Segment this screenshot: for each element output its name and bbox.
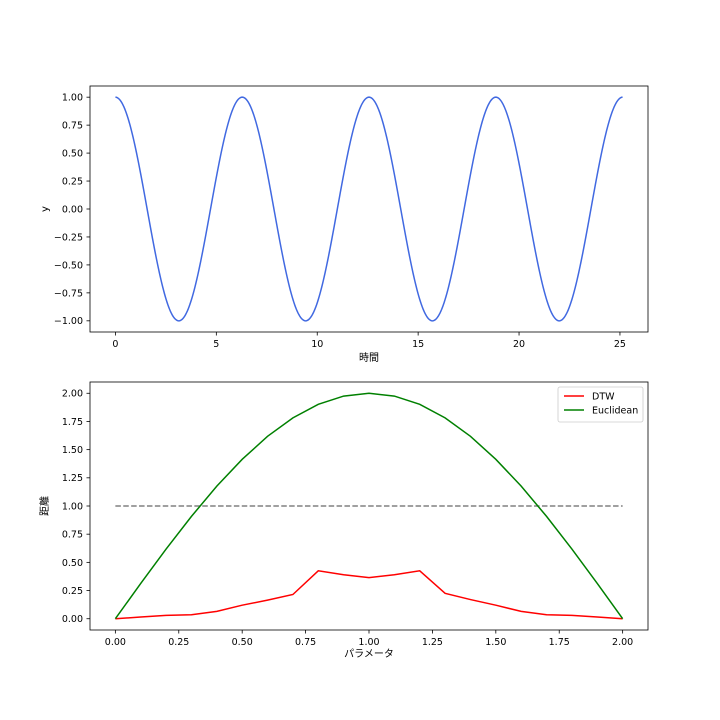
bottom-subplot: 0.00 0.25 0.50 0.75 1.00 1.25 1.50 1.75 2.00 0.00… (38, 381, 649, 660)
x-tick-label: 1.50 (485, 637, 506, 648)
x-tick-label: 0.50 (232, 637, 253, 648)
x-tick-label: 0.00 (105, 637, 126, 648)
y-tick-label: 1.25 (62, 473, 83, 484)
y-tick-label: 0.25 (62, 586, 83, 597)
y-tick-label: 0.75 (62, 121, 83, 132)
euclidean-line (114, 392, 624, 620)
top-subplot: 0 5 10 15 20 25 −1.00 −0.75 −0.50 −0.25 0.00 0.25 0.… (40, 85, 649, 364)
y-tick-label: 0.75 (62, 530, 83, 541)
y-tick-label: 1.00 (62, 93, 83, 104)
top-y-axis-label: y (40, 206, 51, 212)
y-tick-label: −0.25 (54, 232, 83, 243)
x-tick-label: 15 (412, 339, 424, 350)
legend-dtw-label: DTW (592, 392, 615, 403)
y-tick-label: −0.50 (54, 260, 83, 271)
top-plot-frame (89, 85, 649, 333)
top-x-axis-label: 時間 (359, 352, 379, 364)
x-tick-label: 0.75 (295, 637, 316, 648)
bottom-ticks: 0.00 0.25 0.50 0.75 1.00 1.25 1.50 1.75 2.00 0.00… (62, 389, 633, 648)
y-tick-label: 0.00 (62, 204, 83, 215)
y-tick-label: 0.25 (62, 176, 83, 187)
x-tick-label: 25 (614, 339, 626, 350)
legend-euclidean-label: Euclidean (592, 406, 638, 417)
y-tick-label: 1.75 (62, 417, 83, 428)
legend: DTW Euclidean (557, 386, 644, 423)
y-tick-label: 1.50 (62, 445, 83, 456)
y-tick-label: 0.50 (62, 148, 83, 159)
y-tick-label: −0.75 (54, 288, 83, 299)
top-ticks: 0 5 10 15 20 25 −1.00 −0.75 −0.50 −0.25 0.00 0.25 0.… (54, 93, 626, 350)
x-tick-label: 1.75 (549, 637, 570, 648)
x-tick-label: 5 (213, 339, 219, 350)
x-tick-label: 1.25 (422, 637, 443, 648)
y-tick-label: 0.50 (62, 558, 83, 569)
bottom-y-axis-label: 距離 (38, 496, 51, 516)
dtw-line (115, 570, 623, 620)
x-tick-label: 1.00 (358, 637, 379, 648)
x-tick-label: 20 (513, 339, 525, 350)
bottom-x-axis-label: パラメータ (344, 648, 394, 660)
x-tick-label: 2.00 (612, 637, 633, 648)
y-tick-label: 1.00 (62, 501, 83, 512)
y-tick-label: −1.00 (54, 316, 83, 327)
y-tick-label: 0.00 (62, 614, 83, 625)
x-tick-label: 10 (311, 339, 323, 350)
x-tick-label: 0.25 (168, 637, 189, 648)
y-tick-label: 2.00 (62, 389, 83, 400)
x-tick-label: 0 (112, 339, 118, 350)
cosine-curve (115, 96, 623, 322)
